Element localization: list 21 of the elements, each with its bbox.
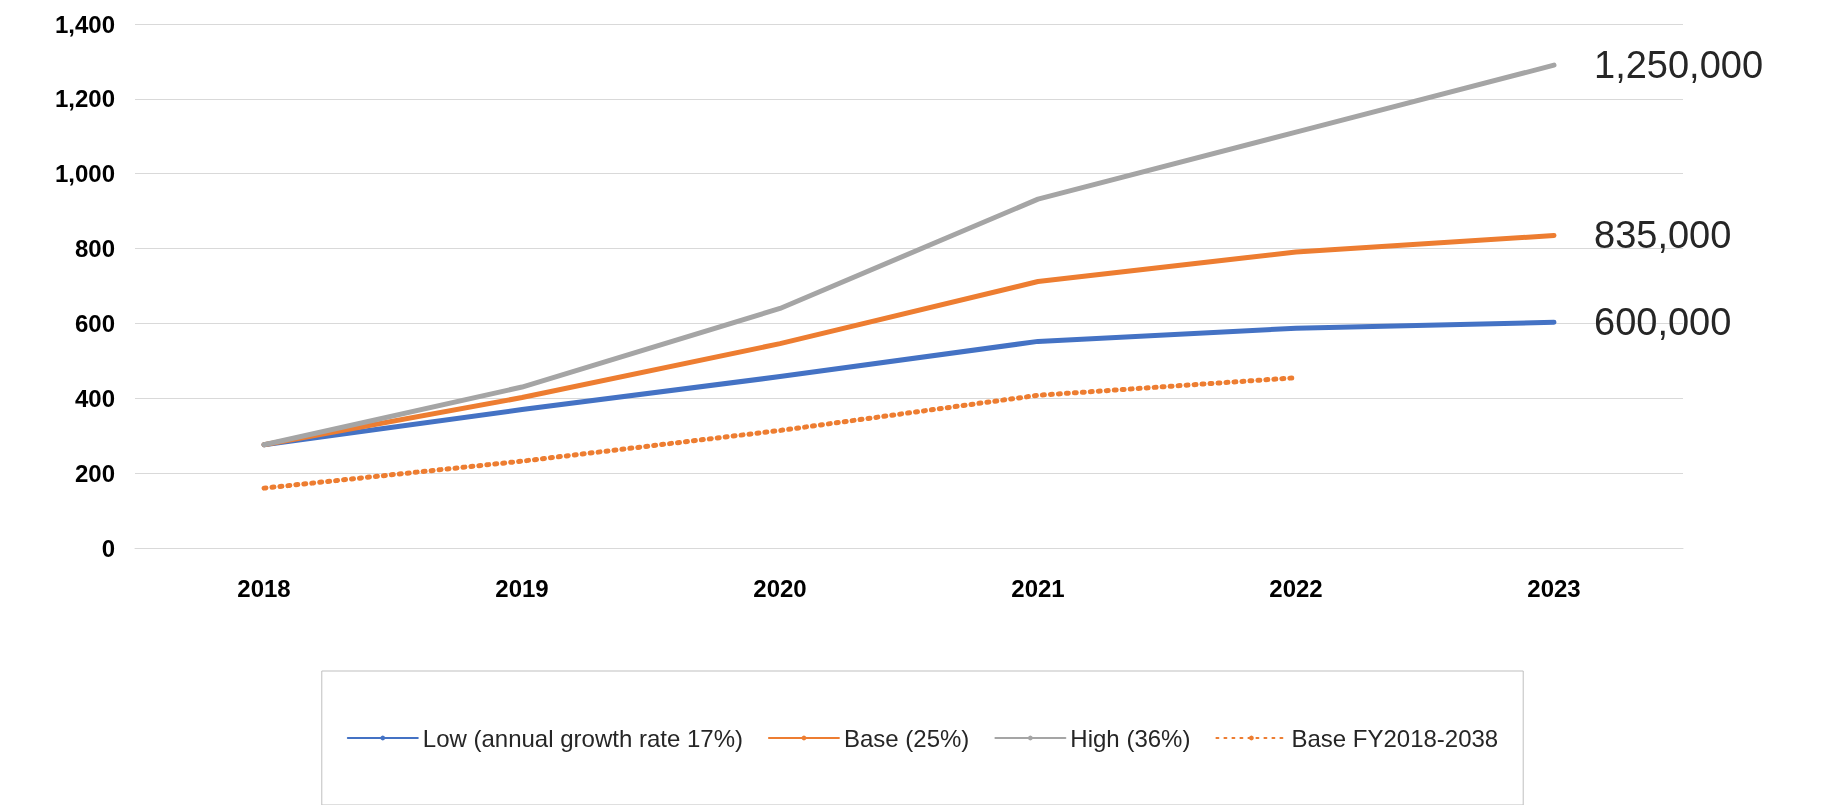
x-tick-label: 2023 (1527, 574, 1581, 602)
x-tick-label: 2019 (495, 574, 549, 602)
y-tick-label: 200 (74, 459, 115, 487)
annotation: 1,250,000 (1594, 44, 1764, 87)
y-tick-label: 800 (74, 235, 115, 263)
legend-label: High (36%) (1070, 724, 1191, 752)
x-tick-label: 2020 (753, 574, 807, 602)
y-tick-label: 400 (74, 384, 115, 412)
y-tick-label: 1,200 (54, 85, 115, 113)
legend-label: Base (25%) (843, 724, 970, 752)
y-tick-label: 1,000 (54, 160, 115, 188)
legend-label: Base FY2018-2038 (1291, 724, 1499, 752)
x-tick-label: 2021 (1011, 574, 1065, 602)
x-tick-label: 2018 (237, 574, 291, 602)
legend-label: Low (annual growth rate 17%) (422, 724, 743, 752)
y-tick-label: 1,400 (54, 10, 115, 38)
y-tick-label: 600 (74, 309, 115, 337)
y-tick-label: 0 (101, 534, 115, 562)
annotation: 835,000 (1594, 214, 1732, 257)
x-tick-label: 2022 (1269, 574, 1323, 602)
annotation: 600,000 (1594, 301, 1732, 344)
